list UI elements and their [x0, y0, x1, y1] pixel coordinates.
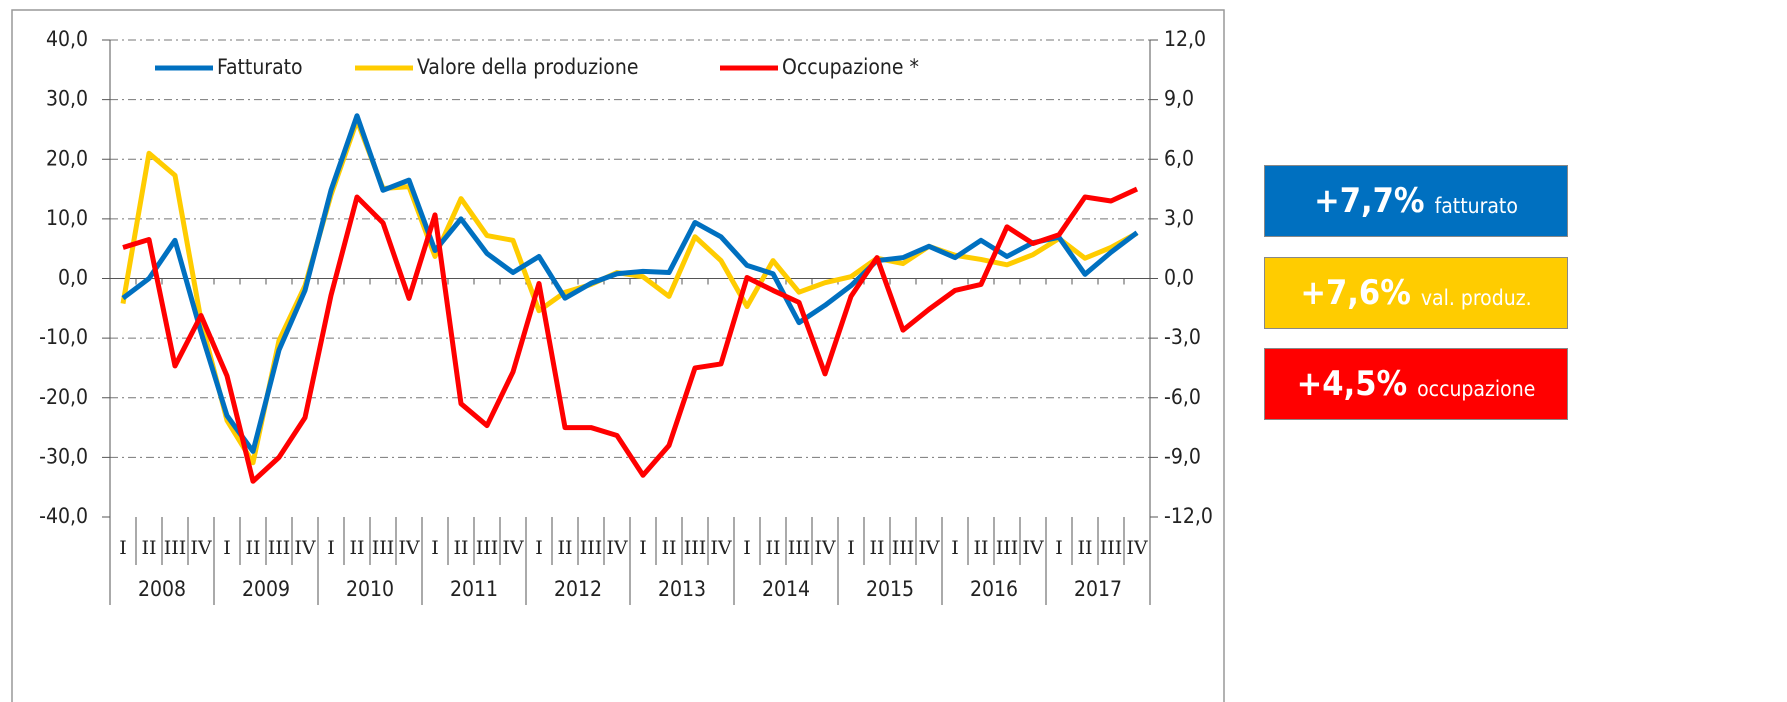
- x-group-label: 2016: [970, 577, 1018, 601]
- x-tick-label: I: [431, 537, 439, 559]
- y-tick-label: -40,0: [39, 504, 88, 528]
- x-tick-label: II: [765, 537, 780, 559]
- x-tick-label: II: [349, 537, 364, 559]
- x-tick-label: I: [223, 537, 231, 559]
- x-group-label: 2015: [866, 577, 914, 601]
- x-tick-label: II: [453, 537, 468, 559]
- x-tick-label: I: [743, 537, 751, 559]
- y2-tick-label: 6,0: [1164, 146, 1194, 170]
- legend-label: Fatturato: [217, 55, 303, 79]
- y2-tick-label: -12,0: [1164, 504, 1213, 528]
- badge: +7,7% fatturato: [1264, 165, 1568, 237]
- x-tick-label: II: [141, 537, 156, 559]
- y-tick-label: 30,0: [46, 87, 88, 111]
- x-tick-label: III: [788, 537, 811, 559]
- x-tick-label: III: [684, 537, 707, 559]
- x-tick-label: IV: [1022, 537, 1044, 559]
- x-tick-label: I: [639, 537, 647, 559]
- x-tick-label: IV: [814, 537, 836, 559]
- x-tick-label: IV: [502, 537, 524, 559]
- x-tick-label: IV: [398, 537, 420, 559]
- x-tick-label: III: [476, 537, 499, 559]
- x-tick-label: II: [869, 537, 884, 559]
- x-tick-label: II: [245, 537, 260, 559]
- badge: +7,6% val. produz.: [1264, 256, 1568, 329]
- y-tick-label: 10,0: [46, 206, 88, 230]
- x-group-label: 2013: [658, 577, 706, 601]
- y2-tick-label: -3,0: [1164, 325, 1201, 349]
- x-tick-label: I: [847, 537, 855, 559]
- x-tick-label: II: [557, 537, 572, 559]
- badge-label: occupazione: [1417, 377, 1536, 401]
- legend-label: Occupazione *: [782, 55, 919, 79]
- y2-tick-label: 0,0: [1164, 266, 1194, 290]
- badge: +4,5% occupazione: [1264, 348, 1568, 420]
- x-tick-label: I: [1055, 537, 1063, 559]
- x-tick-label: III: [1100, 537, 1123, 559]
- x-tick-label: I: [951, 537, 959, 559]
- x-tick-label: III: [580, 537, 603, 559]
- x-group-label: 2009: [242, 577, 290, 601]
- x-tick-label: IV: [1126, 537, 1148, 559]
- y-tick-label: -20,0: [39, 385, 88, 409]
- x-tick-label: I: [535, 537, 543, 559]
- x-tick-label: III: [996, 537, 1019, 559]
- badge-value: +7,6%: [1300, 272, 1411, 313]
- x-tick-label: III: [164, 537, 187, 559]
- x-group-label: 2012: [554, 577, 602, 601]
- x-tick-label: III: [268, 537, 291, 559]
- y-tick-label: 20,0: [46, 146, 88, 170]
- x-tick-label: IV: [710, 537, 732, 559]
- x-tick-label: IV: [294, 537, 316, 559]
- y-tick-label: 0,0: [58, 266, 88, 290]
- x-tick-label: III: [372, 537, 395, 559]
- x-tick-label: I: [119, 537, 127, 559]
- x-tick-label: II: [661, 537, 676, 559]
- y-tick-label: -10,0: [39, 325, 88, 349]
- chart-frame: [11, 9, 1225, 702]
- y-tick-label: -30,0: [39, 444, 88, 468]
- y2-tick-label: 12,0: [1164, 27, 1206, 51]
- x-tick-label: III: [892, 537, 915, 559]
- x-group-label: 2008: [138, 577, 186, 601]
- y2-tick-label: -9,0: [1164, 444, 1201, 468]
- badge-label: val. produz.: [1420, 285, 1532, 310]
- x-tick-label: II: [1077, 537, 1092, 559]
- x-group-label: 2010: [346, 577, 394, 601]
- y2-tick-label: 3,0: [1164, 206, 1194, 230]
- x-group-label: 2017: [1074, 577, 1122, 601]
- y2-tick-label: 9,0: [1164, 87, 1194, 111]
- legend-label: Valore della produzione: [417, 55, 638, 79]
- chart: -40,0 -30,0 -20,0 -10,0 0,0 10,0 20,0 30,0 40,0 -…: [11, 9, 1225, 702]
- badge-value: +4,5%: [1296, 364, 1408, 404]
- x-tick-label: I: [327, 537, 335, 559]
- badge-value: +7,7%: [1314, 181, 1425, 221]
- line-series: [120, 117, 1139, 466]
- line-series: [121, 113, 1139, 454]
- x-tick-label: II: [973, 537, 988, 559]
- y2-tick-label: -6,0: [1164, 385, 1201, 409]
- x-group-label: 2014: [762, 577, 810, 601]
- x-tick-label: IV: [606, 537, 628, 559]
- x-group-label: 2011: [450, 577, 498, 601]
- y-tick-label: 40,0: [46, 27, 88, 51]
- line-series: [122, 186, 1139, 484]
- x-tick-label: IV: [190, 537, 212, 559]
- x-tick-label: IV: [918, 537, 940, 559]
- badge-label: fatturato: [1434, 194, 1518, 218]
